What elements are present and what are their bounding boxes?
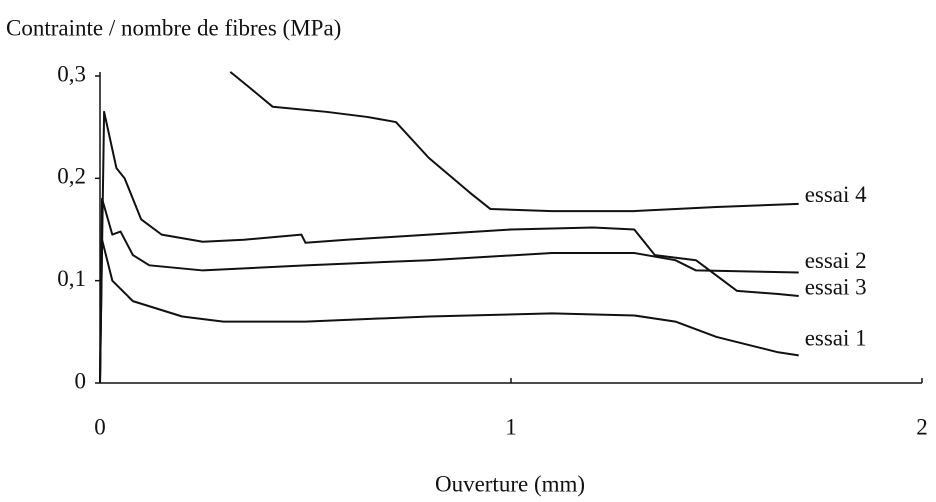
line-series	[99, 110, 799, 384]
series-label: essai 3	[805, 274, 867, 299]
chart-title: Contrainte / nombre de fibres (MPa)	[6, 15, 341, 40]
x-tick-label: 2	[916, 414, 928, 439]
y-tick-label: 0	[75, 368, 87, 393]
y-tick-label: 0,1	[57, 266, 86, 291]
x-tick-label: 0	[94, 414, 106, 439]
line-series	[99, 197, 799, 384]
y-tick-label: 0,2	[57, 164, 86, 189]
x-axis-label: Ouverture (mm)	[435, 471, 585, 496]
x-tick-label: 1	[505, 414, 517, 439]
line-series	[99, 238, 799, 384]
series-label: essai 4	[805, 182, 867, 207]
y-tick-label: 0,3	[57, 61, 86, 86]
line-series	[229, 71, 799, 213]
series-label: essai 1	[805, 326, 867, 351]
series-label: essai 2	[805, 248, 867, 273]
